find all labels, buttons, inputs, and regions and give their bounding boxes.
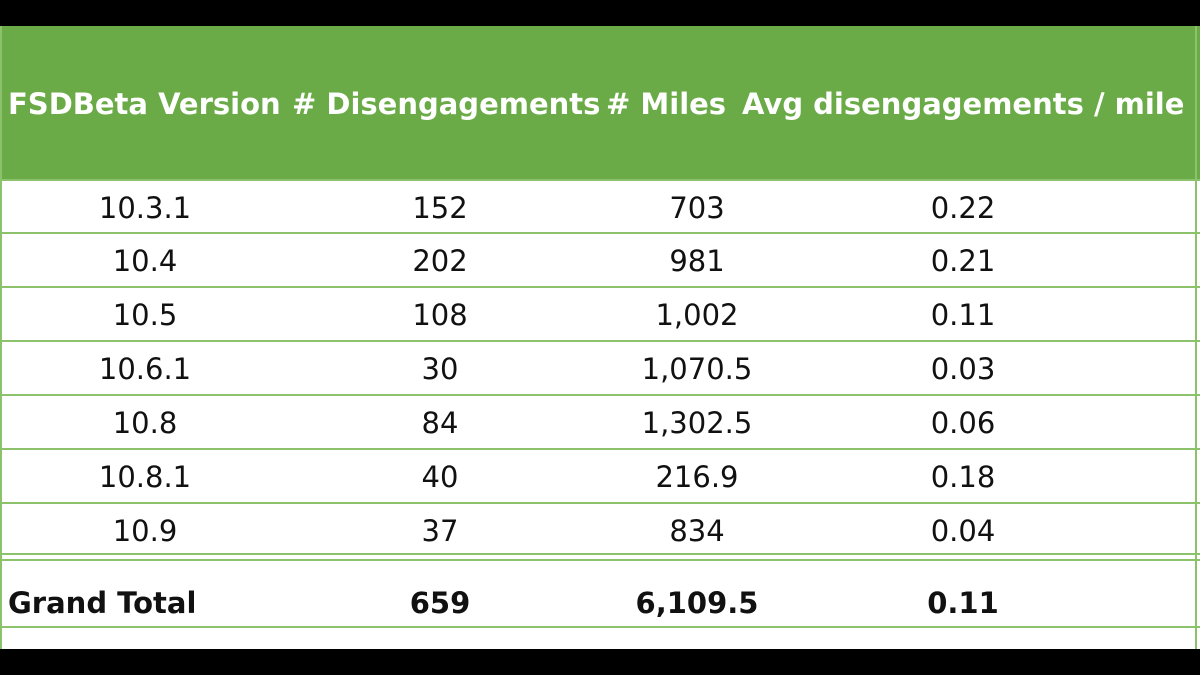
disengagements-cell: 30 xyxy=(421,352,459,386)
miles-cell: 703 xyxy=(669,191,725,225)
row-divider xyxy=(0,340,1200,342)
miles-cell: 216.9 xyxy=(655,460,739,494)
row-divider xyxy=(0,502,1200,504)
disengagements-cell: 40 xyxy=(421,460,459,494)
table-header: FSDBeta Version # Disengagements # Miles… xyxy=(0,26,1200,179)
version-cell: 10.3.1 xyxy=(98,191,192,225)
miles-cell: 981 xyxy=(669,244,725,278)
miles-cell: 1,002 xyxy=(655,298,739,332)
version-cell: 10.8.1 xyxy=(98,460,192,494)
table-row: 10.8 84 1,302.5 0.06 xyxy=(0,396,1200,450)
column-header-miles: # Miles xyxy=(606,87,727,121)
row-divider xyxy=(0,179,1200,181)
avg-cell: 0.06 xyxy=(930,406,996,440)
table-frame: FSDBeta Version # Disengagements # Miles… xyxy=(0,26,1200,649)
miles-cell: 1,302.5 xyxy=(641,406,753,440)
avg-cell: 0.04 xyxy=(930,514,996,548)
disengagements-cell: 202 xyxy=(412,244,468,278)
row-divider xyxy=(0,448,1200,450)
table-left-border xyxy=(0,26,2,649)
table-row: 10.6.1 30 1,070.5 0.03 xyxy=(0,342,1200,396)
version-cell: 10.8 xyxy=(112,406,178,440)
miles-cell: 834 xyxy=(669,514,725,548)
miles-cell: 1,070.5 xyxy=(641,352,753,386)
row-divider xyxy=(0,232,1200,234)
total-double-divider-top xyxy=(0,553,1200,555)
table-row: 10.4 202 981 0.21 xyxy=(0,234,1200,288)
avg-cell: 0.03 xyxy=(930,352,996,386)
table-row: 10.8.1 40 216.9 0.18 xyxy=(0,450,1200,504)
avg-cell: 0.22 xyxy=(930,191,996,225)
column-header-version: FSDBeta Version xyxy=(8,87,281,121)
table-row: 10.9 37 834 0.04 xyxy=(0,504,1200,558)
total-double-divider-bottom xyxy=(0,559,1200,561)
avg-cell: 0.11 xyxy=(930,298,996,332)
version-cell: 10.4 xyxy=(112,244,178,278)
total-miles: 6,109.5 xyxy=(635,586,759,620)
disengagements-cell: 152 xyxy=(412,191,468,225)
disengagements-cell: 84 xyxy=(421,406,459,440)
table-row: 10.3.1 152 703 0.22 xyxy=(0,181,1200,235)
version-cell: 10.5 xyxy=(112,298,178,332)
table-bottom-border xyxy=(0,626,1200,628)
row-divider xyxy=(0,286,1200,288)
avg-cell: 0.21 xyxy=(930,244,996,278)
table-right-border xyxy=(1195,26,1197,649)
disengagements-cell: 108 xyxy=(412,298,468,332)
total-disengagements: 659 xyxy=(409,586,471,620)
total-label: Grand Total xyxy=(8,586,197,620)
total-row: Grand Total 659 6,109.5 0.11 xyxy=(0,576,1200,630)
total-avg: 0.11 xyxy=(927,586,999,620)
version-cell: 10.9 xyxy=(112,514,178,548)
column-header-disengagements: # Disengagements xyxy=(292,87,601,121)
version-cell: 10.6.1 xyxy=(98,352,192,386)
table-row: 10.5 108 1,002 0.11 xyxy=(0,288,1200,342)
column-header-avg: Avg disengagements / mile xyxy=(742,87,1185,121)
row-divider xyxy=(0,394,1200,396)
disengagements-cell: 37 xyxy=(421,514,459,548)
avg-cell: 0.18 xyxy=(930,460,996,494)
